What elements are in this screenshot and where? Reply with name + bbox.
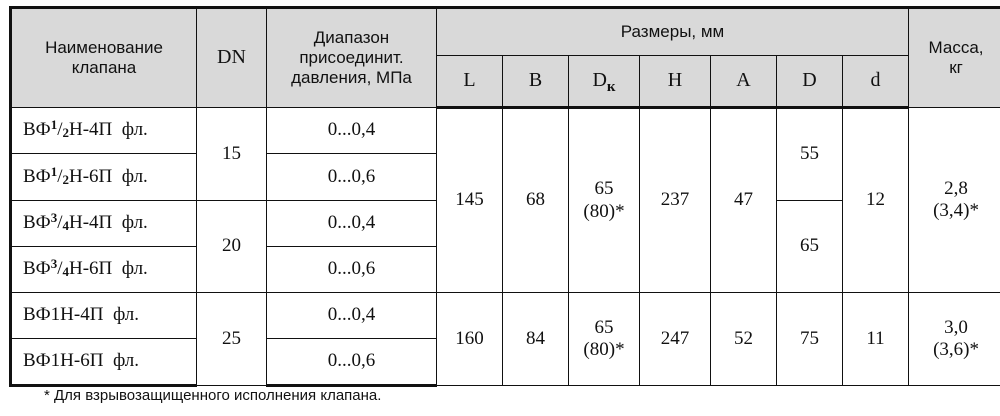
mass-value-explosion-proof: (3,4)* [933, 200, 979, 221]
name-denominator: 4 [62, 218, 69, 234]
valve-name: ВФ3/4Н-4П фл. [9, 200, 197, 247]
header-pressure-range: Диапазон присоединит. давления, МПа [266, 6, 437, 108]
header-col-Dk: Dк [568, 55, 640, 109]
Dk-value: 65 (80)* [568, 107, 640, 293]
name-prefix: ВФ [23, 258, 51, 280]
header-range-line-3: давления, МПа [291, 68, 412, 88]
header-col-Dk-sub: к [606, 79, 616, 96]
mass-value-explosion-proof: (3,6)* [933, 339, 979, 360]
table-row: ВФ3/4Н-6П фл. 0...0,6 [9, 246, 1000, 293]
A-value: 52 [710, 292, 777, 386]
name-numerator: 3 [50, 256, 58, 272]
valve-name: ВФ3/4Н-6П фл. [9, 246, 197, 293]
d-value: 11 [841, 292, 910, 386]
mass-value-main: 2,8 [944, 177, 968, 199]
name-prefix: ВФ [23, 119, 51, 141]
table-row: ВФ1/2Н-4П фл. 15 0...0,4 145 68 65 (80)*… [9, 107, 1000, 293]
name-numerator: 3 [50, 210, 58, 226]
header-name-line-2: клапана [71, 58, 137, 77]
header-col-D: D [776, 55, 843, 109]
H-value: 247 [639, 292, 711, 386]
header-col-B: B [502, 55, 569, 109]
name-denominator: 2 [62, 171, 69, 187]
dn-value: 20 [196, 200, 267, 293]
B-value: 84 [502, 292, 569, 386]
table-row: ВФ1Н-6П фл. 0...0,6 [9, 338, 1000, 387]
header-name: Наименование клапана [9, 6, 197, 108]
name-slash: / [57, 119, 63, 141]
pressure-range-value: 0...0,4 [266, 292, 437, 339]
name-suffix: Н-4П фл. [68, 212, 148, 234]
mass-value: 2,8 (3,4)* [908, 107, 1000, 293]
dn-value: 15 [196, 107, 267, 201]
valve-name: ВФ1/2Н-4П фл. [9, 107, 197, 154]
table-row: ВФ1/2Н-6П фл. 0...0,6 [9, 153, 1000, 201]
Dk-value-main: 65 [594, 178, 614, 200]
header-range-line-1: Диапазон [313, 27, 390, 47]
L-value: 145 [436, 107, 503, 293]
header-col-Dk-main: D [592, 69, 607, 92]
footnote: * Для взрывозащищенного исполнения клапа… [44, 387, 382, 404]
name-denominator: 4 [62, 264, 69, 280]
header-col-A: A [710, 55, 777, 109]
header-name-line-1: Наименование [45, 37, 163, 57]
dn-value: 25 [196, 292, 267, 386]
name-suffix: Н-6П фл. [68, 258, 148, 280]
valve-name: ВФ1Н-4П фл. [9, 292, 197, 339]
header-col-d: d [841, 55, 910, 109]
valve-name: ВФ1/2Н-6П фл. [9, 153, 197, 201]
H-value: 237 [639, 107, 711, 293]
name-suffix: Н-4П фл. [68, 119, 148, 141]
Dk-value-explosion-proof: (80)* [583, 339, 625, 360]
header-range-line-2: присоединит. [299, 47, 404, 67]
pressure-range-value: 0...0,6 [266, 246, 437, 293]
pressure-range-value: 0...0,6 [266, 338, 437, 387]
header-col-H: H [639, 55, 711, 109]
mass-value-main: 3,0 [944, 316, 968, 338]
name-slash: / [57, 212, 63, 234]
pressure-range-value: 0...0,6 [266, 153, 437, 201]
name-slash: / [57, 165, 63, 187]
name-prefix: ВФ [23, 165, 51, 187]
name-prefix: ВФ [23, 212, 51, 234]
Dk-value-explosion-proof: (80)* [583, 200, 625, 222]
pressure-range-value: 0...0,4 [266, 107, 437, 154]
A-value: 47 [710, 107, 777, 293]
Dk-value-main: 65 [594, 316, 614, 338]
header-mass: Масса, кг [908, 6, 1000, 108]
Dk-value: 65 (80)* [568, 292, 640, 386]
header-row-dimensions: L B Dк H A D d [11, 55, 1000, 109]
D-value: 75 [776, 292, 843, 386]
B-value: 68 [502, 107, 569, 293]
D-value: 55 [776, 107, 843, 201]
name-suffix: Н-6П фл. [68, 165, 148, 187]
L-value: 160 [436, 292, 503, 386]
header-row-main: Наименование клапана DN Диапазон присоед… [9, 6, 1000, 108]
valve-specification-table: Наименование клапана DN Диапазон присоед… [9, 6, 1000, 387]
table-row: ВФ1Н-4П фл. 25 0...0,4 160 84 65 (80)* 2… [9, 292, 1000, 386]
d-value: 12 [841, 107, 910, 293]
mass-value: 3,0 (3,6)* [908, 292, 1000, 386]
header-mass-line-2: кг [949, 58, 963, 77]
header-mass-line-1: Масса, [928, 37, 984, 57]
header-sizes: Размеры, мм [435, 6, 910, 56]
table-row: ВФ3/4Н-4П фл. 20 0...0,4 65 [9, 200, 1000, 293]
valve-name: ВФ1Н-6П фл. [9, 338, 197, 387]
name-denominator: 2 [62, 125, 69, 141]
header-col-L: L [436, 55, 503, 109]
header-dn: DN [196, 6, 267, 108]
name-numerator: 1 [50, 117, 58, 133]
name-numerator: 1 [50, 163, 58, 179]
pressure-range-value: 0...0,4 [266, 200, 437, 247]
name-slash: / [57, 258, 63, 280]
D-value: 65 [776, 200, 843, 293]
